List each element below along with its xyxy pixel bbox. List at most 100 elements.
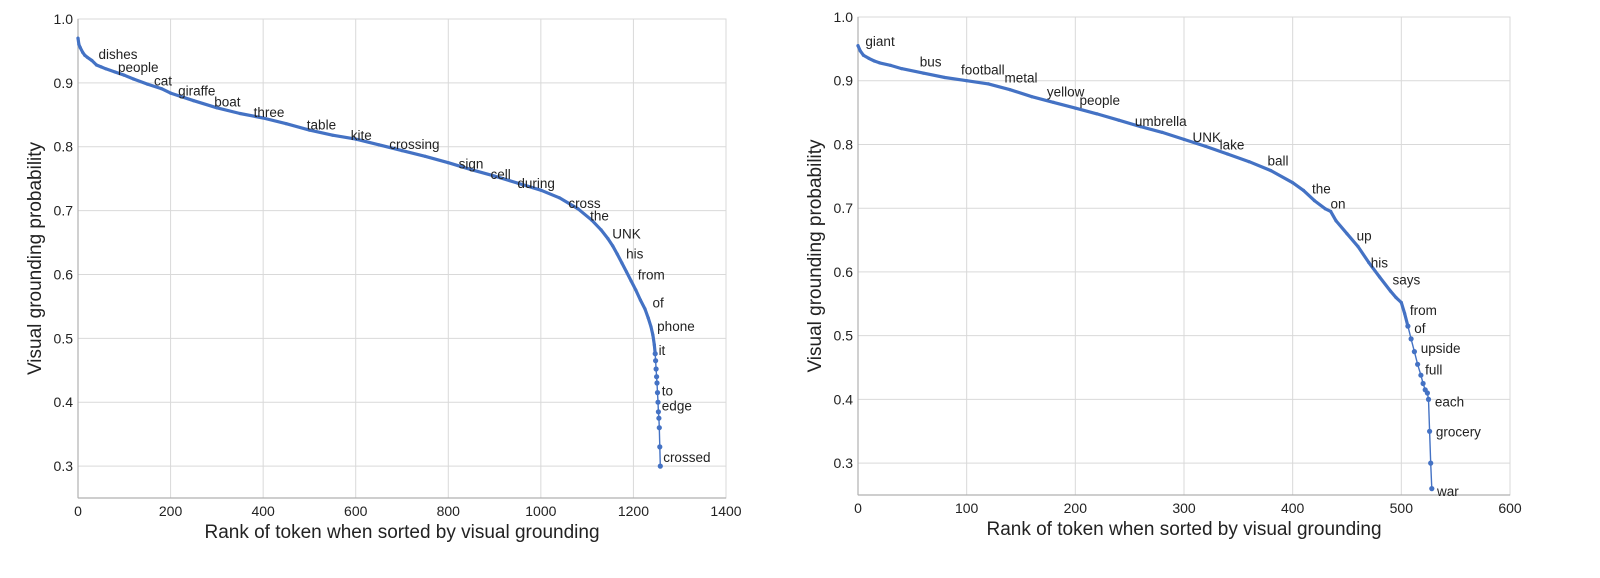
- right-x-tick-label: 200: [1064, 500, 1088, 516]
- right-y-tick-label: 0.5: [834, 328, 854, 344]
- left-data-point: [159, 87, 163, 91]
- left-data-point: [145, 82, 149, 86]
- left-word-annotation: three: [254, 105, 285, 120]
- left-data-point: [400, 149, 404, 153]
- left-word-annotation: cell: [491, 167, 511, 182]
- left-word-annotation: sign: [459, 156, 484, 171]
- left-data-point: [611, 244, 615, 248]
- left-data-point: [643, 307, 647, 311]
- right-y-tick-label: 0.7: [834, 200, 854, 216]
- right-data-point: [899, 67, 904, 71]
- left-y-tick-label: 0.4: [54, 394, 74, 410]
- left-data-point: [634, 288, 638, 292]
- left-data-point: [656, 425, 662, 431]
- left-word-annotation: crossing: [389, 137, 439, 152]
- left-data-point: [656, 415, 662, 421]
- right-y-axis-title: Visual grounding probability: [805, 139, 826, 373]
- left-word-annotation: boat: [214, 94, 241, 109]
- right-word-annotation: ball: [1268, 153, 1289, 168]
- right-word-annotation: of: [1414, 321, 1426, 336]
- right-word-annotation: people: [1080, 93, 1121, 108]
- left-data-point: [557, 196, 562, 200]
- right-data-point: [1008, 88, 1012, 92]
- right-data-point: [1052, 100, 1056, 104]
- right-data-point: [1030, 95, 1034, 99]
- left-y-tick-label: 0.7: [54, 203, 74, 219]
- left-data-point: [83, 53, 87, 58]
- right-data-point: [1160, 130, 1164, 134]
- right-data-point: [1403, 311, 1407, 315]
- right-word-annotation: says: [1392, 273, 1420, 288]
- left-data-point: [354, 137, 358, 141]
- left-data-point: [576, 207, 580, 211]
- right-grounding-chart: 0.3 0.4 0.5 0.6 0.7 0.8 0.9 1.0 0 100 200 300 400 500…: [805, 9, 1522, 540]
- left-data-point: [122, 73, 126, 77]
- left-data-point: [638, 298, 643, 302]
- right-data-point: [1204, 144, 1208, 148]
- left-y-tick-label: 0.8: [54, 139, 74, 155]
- right-data-point: [889, 63, 893, 67]
- right-data-point: [1418, 372, 1424, 378]
- right-data-point: [1247, 160, 1251, 164]
- right-y-tick-label: 1.0: [834, 9, 854, 25]
- left-y-tick-label: 0.5: [54, 330, 74, 346]
- left-data-point: [624, 270, 629, 274]
- left-data-point: [615, 252, 619, 256]
- right-word-annotation: war: [1436, 484, 1459, 499]
- right-data-point: [1411, 349, 1417, 355]
- left-word-annotation: dishes: [99, 47, 138, 62]
- left-word-annotation: people: [118, 60, 159, 75]
- right-data-point: [1428, 460, 1434, 466]
- left-data-point: [94, 63, 99, 67]
- left-data-point: [307, 128, 311, 132]
- right-y-tick-label: 0.3: [834, 455, 854, 471]
- left-data-point: [331, 133, 335, 137]
- left-data-point: [653, 366, 659, 372]
- right-data-point: [1378, 275, 1382, 279]
- left-data-point: [629, 279, 633, 283]
- right-data-point: [1399, 300, 1403, 305]
- right-data-point: [1138, 125, 1143, 129]
- left-data-point: [654, 390, 661, 396]
- right-word-annotation: full: [1425, 362, 1442, 377]
- right-word-annotation: umbrella: [1135, 114, 1187, 129]
- right-chart-panel: 0.3 0.4 0.5 0.6 0.7 0.8 0.9 1.0 0 100 200 300 400 500…: [800, 0, 1600, 578]
- right-data-point: [1405, 323, 1411, 329]
- right-data-point: [872, 59, 876, 63]
- right-word-annotation: metal: [1005, 71, 1038, 86]
- right-data-point: [1427, 428, 1433, 434]
- right-word-annotation: upside: [1421, 341, 1461, 356]
- left-word-annotation: it: [659, 343, 666, 358]
- right-data-point: [1394, 295, 1398, 299]
- right-word-annotation: each: [1435, 394, 1464, 409]
- left-x-tick-label: 600: [344, 503, 368, 519]
- left-data-point: [113, 70, 117, 74]
- left-data-point: [651, 333, 655, 337]
- left-y-tick-label: 1.0: [54, 11, 74, 27]
- left-data-point: [654, 374, 660, 380]
- left-data-point: [652, 343, 656, 347]
- right-data-point: [1334, 219, 1338, 223]
- right-x-tick-label: 100: [955, 500, 979, 516]
- left-y-tick-label: 0.3: [54, 458, 74, 474]
- right-data-point: [1329, 209, 1333, 213]
- right-data-point: [1291, 181, 1295, 185]
- right-data-point: [965, 79, 969, 83]
- left-word-annotation: phone: [657, 319, 695, 334]
- left-data-point: [516, 181, 520, 185]
- right-data-point: [1408, 336, 1414, 342]
- right-word-annotation: yellow: [1047, 85, 1085, 100]
- right-data-point: [1301, 188, 1306, 192]
- right-data-point: [1429, 486, 1435, 492]
- left-x-tick-label: 800: [437, 503, 461, 519]
- right-gridlines: [857, 16, 1511, 495]
- left-data-point: [652, 351, 658, 357]
- right-data-point: [943, 75, 947, 80]
- left-data-point: [169, 91, 173, 95]
- left-data-point: [646, 316, 650, 320]
- left-data-point: [649, 325, 653, 329]
- left-word-annotation: table: [307, 117, 336, 132]
- left-word-annotation: of: [653, 296, 665, 311]
- right-x-axis-title: Rank of token when sorted by visual grou…: [986, 519, 1381, 540]
- left-word-annotation: during: [517, 176, 555, 191]
